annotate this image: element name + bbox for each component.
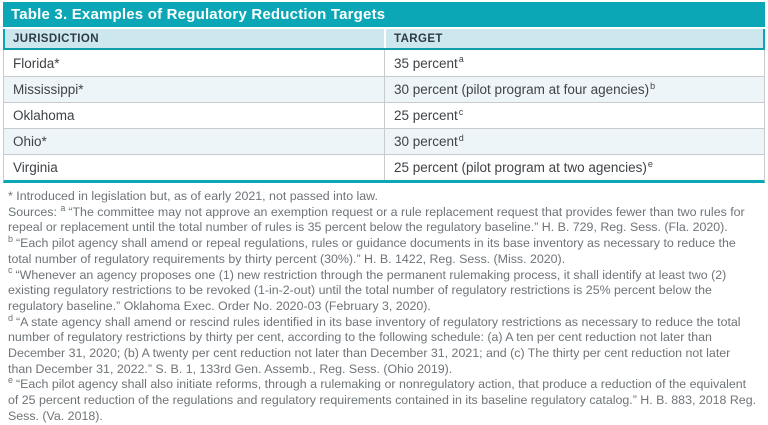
sources-label: Sources: <box>8 204 61 219</box>
target-cell: 25 percent (pilot program at two agencie… <box>394 158 653 175</box>
target-cell: 25 percent c <box>394 106 464 123</box>
table-row-mississippi: Mississippi* 30 percent (pilot program a… <box>4 76 764 102</box>
footnote-asterisk: * Introduced in legislation but, as of e… <box>8 189 757 205</box>
jurisdiction-cell: Oklahoma <box>4 103 385 128</box>
table-row-florida: Florida* 35 percent a <box>4 50 764 76</box>
column-header-jurisdiction: JURISDICTION <box>5 29 386 48</box>
footnote-text-d: “A state agency shall amend or rescind r… <box>8 314 741 376</box>
target-text: 25 percent (pilot program at two agencie… <box>394 160 647 175</box>
jurisdiction-cell: Virginia <box>4 155 385 180</box>
footnote-marker-d: d <box>8 312 14 323</box>
footnote-asterisk-text: * Introduced in legislation but, as of e… <box>8 189 378 203</box>
footnotes: * Introduced in legislation but, as of e… <box>3 189 765 425</box>
table-title-bar: Table 3. Examples of Regulatory Reductio… <box>3 2 765 27</box>
jurisdiction-cell: Mississippi* <box>4 77 385 102</box>
footnote-text-a: “The committee may not approve an exempt… <box>8 204 745 235</box>
target-text: 30 percent <box>394 134 458 149</box>
regulatory-reduction-table: Table 3. Examples of Regulatory Reductio… <box>3 2 765 183</box>
footnote-text-c: “Whenever an agency proposes one (1) new… <box>8 267 727 313</box>
target-text: 25 percent <box>394 108 458 123</box>
column-header-target: TARGET <box>394 33 443 45</box>
target-text: 30 percent (pilot program at four agenci… <box>394 82 650 97</box>
jurisdiction-cell: Ohio* <box>4 129 385 154</box>
footnote-source-b: b “Each pilot agency shall amend or repea… <box>8 233 757 267</box>
footnote-marker-b: b <box>8 233 14 244</box>
footnote-marker-a: a <box>60 202 66 213</box>
footnote-text-e: “Each pilot agency shall also initiate r… <box>8 377 757 423</box>
table-row-virginia: Virginia 25 percent (pilot program at tw… <box>4 154 764 180</box>
table-header-row: JURISDICTION TARGET <box>3 29 765 50</box>
footnote-source-a: Sources: a “The committee may not approve… <box>8 202 757 236</box>
target-text: 35 percent <box>394 55 458 71</box>
table-title: Table 3. Examples of Regulatory Reductio… <box>11 6 386 23</box>
footnote-source-d: d “A state agency shall amend or rescind … <box>8 312 757 378</box>
footnote-marker-c: c <box>8 265 13 276</box>
footnote-marker-e: e <box>8 375 14 386</box>
footnote-source-e: e “Each pilot agency shall also initiate … <box>8 375 757 424</box>
target-cell: 35 percent a <box>394 54 464 71</box>
table-row-oklahoma: Oklahoma 25 percent c <box>4 102 764 128</box>
target-cell: 30 percent d <box>394 132 464 149</box>
target-cell: 30 percent (pilot program at four agenci… <box>394 80 656 97</box>
table-row-ohio: Ohio* 30 percent d <box>4 128 764 154</box>
footnote-source-c: c “Whenever an agency proposes one (1) ne… <box>8 265 757 315</box>
footnote-text-b: “Each pilot agency shall amend or repeal… <box>8 236 736 266</box>
jurisdiction-cell: Florida* <box>4 50 385 76</box>
table-body: Florida* 35 percent a Mississippi* 30 per… <box>3 50 765 183</box>
